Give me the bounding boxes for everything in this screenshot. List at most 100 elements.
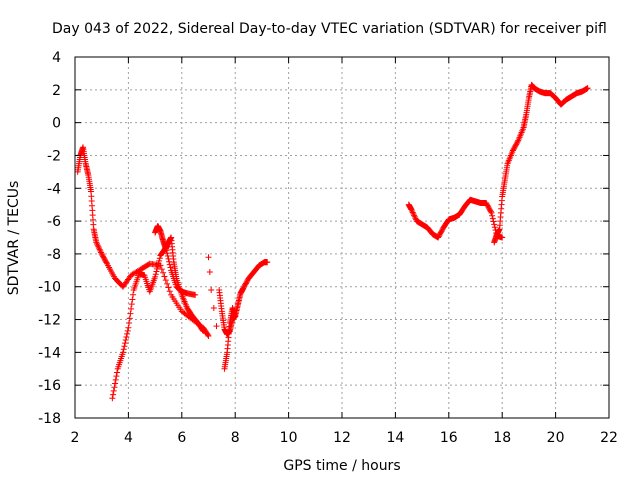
data-point	[112, 376, 119, 383]
y-tick-label: 2	[52, 83, 61, 99]
x-tick-label: 14	[386, 430, 404, 446]
data-point	[126, 320, 133, 327]
y-tick-label: -14	[38, 345, 61, 361]
data-point	[489, 212, 496, 219]
data-point	[156, 255, 163, 262]
data-point	[200, 328, 207, 335]
data-point	[152, 271, 159, 278]
data-point	[121, 343, 128, 350]
data-point	[112, 380, 119, 387]
x-tick-label: 4	[124, 430, 133, 446]
data-point	[160, 269, 167, 276]
x-tick-label: 8	[231, 430, 240, 446]
data-point	[156, 257, 163, 264]
data-point	[232, 313, 239, 320]
data-point	[208, 287, 215, 294]
data-point	[487, 208, 494, 215]
data-point	[409, 208, 416, 215]
data-point	[412, 215, 419, 222]
data-point	[127, 310, 134, 317]
data-point	[489, 215, 496, 222]
data-point	[164, 280, 171, 287]
data-point	[120, 346, 127, 353]
data-point	[514, 138, 521, 145]
data-point	[111, 384, 118, 391]
y-tick-label: -18	[38, 411, 61, 427]
series-arc-e	[216, 287, 239, 338]
grid	[75, 57, 609, 418]
data-point	[164, 252, 171, 259]
data-point	[153, 268, 160, 275]
data-point	[95, 243, 102, 250]
data-point	[129, 296, 136, 303]
data-point	[98, 249, 105, 256]
data-point	[490, 218, 497, 225]
data-point	[120, 349, 127, 356]
data-point	[410, 210, 417, 217]
x-tick-label: 18	[493, 430, 511, 446]
x-tick-label: 6	[177, 430, 186, 446]
series-arc-d	[221, 259, 271, 372]
data-point	[124, 327, 131, 334]
data-point	[408, 206, 415, 213]
data-point	[96, 246, 103, 253]
data-point	[128, 305, 135, 312]
data-point	[409, 209, 416, 216]
data-point	[199, 327, 206, 334]
data-point	[161, 273, 168, 280]
data-point	[205, 332, 212, 339]
data-point	[167, 264, 174, 271]
data-point	[122, 337, 129, 344]
y-tick-label: -4	[47, 181, 61, 197]
data-point	[411, 213, 418, 220]
data-marks	[74, 81, 591, 402]
series-arc-c	[152, 223, 207, 335]
y-tick-label: -10	[38, 280, 61, 296]
series-sparse	[205, 254, 220, 330]
data-point	[103, 259, 110, 266]
data-point	[165, 255, 172, 262]
data-point	[124, 330, 131, 337]
data-point	[94, 240, 101, 247]
x-tick-label: 10	[280, 430, 298, 446]
data-point	[213, 323, 220, 330]
data-point	[96, 245, 103, 252]
data-point	[123, 333, 130, 340]
data-point	[97, 248, 104, 255]
y-tick-label: -12	[38, 313, 61, 329]
data-point	[210, 305, 217, 312]
y-tick-label: -8	[47, 247, 61, 263]
data-point	[192, 291, 199, 298]
data-point	[166, 288, 173, 295]
y-axis-title: SDTVAR / TECUs	[6, 181, 22, 296]
y-tick-label: 4	[52, 50, 61, 66]
data-point	[93, 239, 100, 246]
data-point	[110, 387, 117, 394]
data-point	[130, 291, 137, 298]
data-point	[491, 224, 498, 231]
data-point	[126, 315, 133, 322]
data-point	[584, 85, 591, 92]
data-point	[122, 340, 129, 347]
data-point	[110, 391, 117, 398]
series-arc-g	[491, 81, 591, 246]
data-point	[264, 259, 271, 266]
y-tick-label: -2	[47, 148, 61, 164]
data-point	[488, 209, 495, 216]
data-point	[114, 369, 121, 376]
series-arc-b	[109, 244, 199, 402]
chart-title: Day 043 of 2022, Sidereal Day-to-day VTE…	[52, 21, 607, 37]
data-point	[205, 254, 212, 261]
data-point	[152, 273, 159, 280]
y-tick-label: -16	[38, 378, 61, 394]
x-axis-title: GPS time / hours	[283, 458, 400, 474]
data-point	[499, 234, 506, 241]
x-tick-label: 12	[333, 430, 351, 446]
data-point	[206, 268, 213, 275]
x-tick-label: 16	[440, 430, 458, 446]
x-tick-label: 20	[547, 430, 565, 446]
data-point	[113, 373, 120, 380]
data-point	[155, 260, 162, 267]
